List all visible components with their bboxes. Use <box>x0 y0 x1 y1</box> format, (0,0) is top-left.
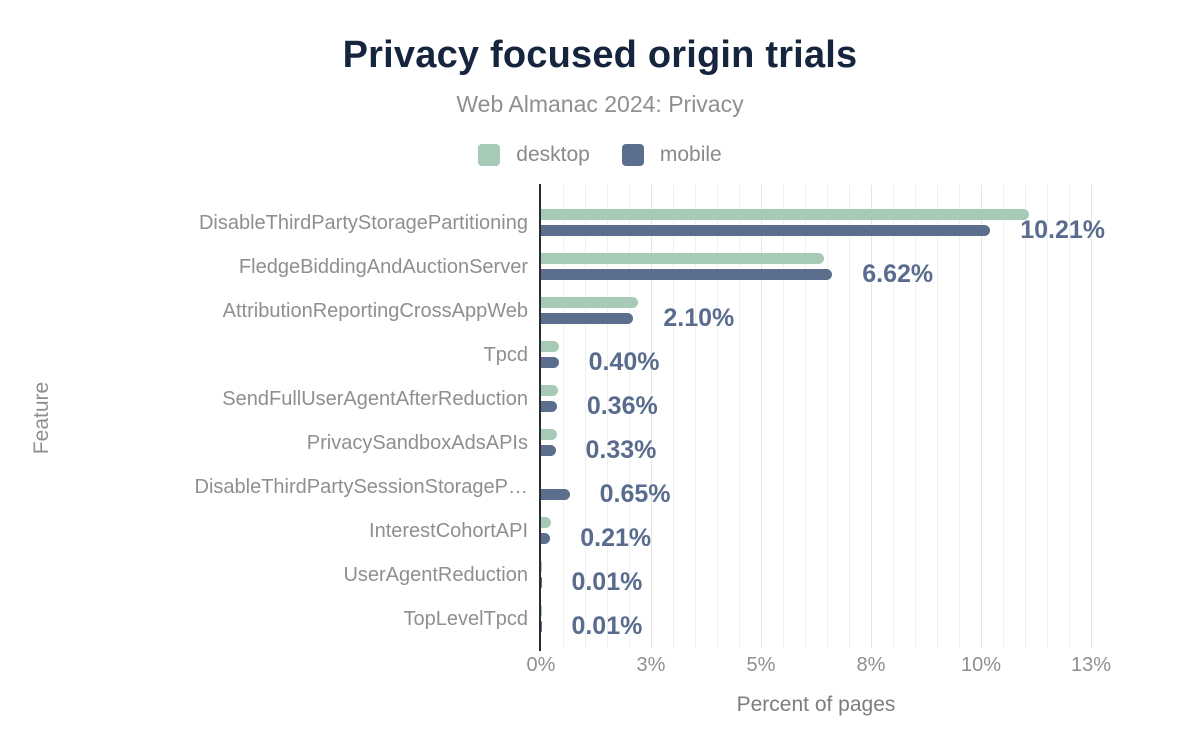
minor-gridline <box>1047 185 1048 648</box>
minor-gridline <box>827 185 828 648</box>
major-gridline <box>651 185 652 648</box>
minor-gridline <box>585 185 586 648</box>
minor-gridline <box>695 185 696 648</box>
bar-mobile <box>541 269 833 280</box>
value-label: 0.36% <box>586 392 658 420</box>
category-label: AttributionReportingCrossAppWeb <box>222 300 528 322</box>
desktop-swatch-icon <box>478 144 501 166</box>
legend-item-mobile: mobile <box>621 143 722 167</box>
value-label: 0.01% <box>571 612 643 640</box>
legend-label-mobile: mobile <box>659 143 722 166</box>
minor-gridline <box>1003 185 1004 648</box>
bar-desktop <box>541 253 825 264</box>
x-tick-label: 10% <box>960 654 1002 676</box>
chart-subtitle: Web Almanac 2024: Privacy <box>456 91 744 117</box>
minor-gridline <box>673 185 674 648</box>
x-tick-label: 3% <box>636 654 666 676</box>
value-label: 0.65% <box>599 480 671 508</box>
value-label: 10.21% <box>1020 216 1106 244</box>
minor-gridline <box>849 185 850 648</box>
bar-desktop <box>541 297 638 308</box>
major-gridline <box>1091 185 1092 648</box>
bar-desktop <box>541 429 558 440</box>
bar-mobile <box>541 357 559 368</box>
minor-gridline <box>717 185 718 648</box>
major-gridline <box>871 185 872 648</box>
y-axis-line <box>539 184 541 651</box>
bar-desktop <box>541 385 559 396</box>
value-label: 0.33% <box>585 436 657 464</box>
x-axis-title: Percent of pages <box>736 693 896 716</box>
minor-gridline <box>783 185 784 648</box>
bar-desktop <box>541 209 1030 220</box>
bar-mobile <box>541 533 551 544</box>
minor-gridline <box>629 185 630 648</box>
value-label: 2.10% <box>663 304 735 332</box>
y-axis-title: Feature <box>30 381 53 455</box>
bar-mobile <box>541 401 557 412</box>
value-label: 0.01% <box>571 568 643 596</box>
minor-gridline <box>563 185 564 648</box>
x-tick-label: 0% <box>526 654 556 676</box>
minor-gridline <box>607 185 608 648</box>
minor-gridline <box>805 185 806 648</box>
value-label: 0.21% <box>580 524 652 552</box>
bar-mobile <box>541 313 634 324</box>
category-label: PrivacySandboxAdsAPIs <box>306 432 528 454</box>
minor-gridline <box>915 185 916 648</box>
mobile-swatch-icon <box>621 144 644 166</box>
value-label: 6.62% <box>862 260 934 288</box>
category-label: DisableThirdPartySessionStorageP… <box>194 476 529 498</box>
bar-mobile <box>541 445 556 456</box>
minor-gridline <box>739 185 740 648</box>
category-label: InterestCohortAPI <box>369 520 528 542</box>
major-gridline <box>981 185 982 648</box>
x-tick-label: 8% <box>856 654 886 676</box>
category-label: DisableThirdPartyStoragePartitioning <box>198 212 528 234</box>
legend-item-desktop: desktop <box>478 143 590 167</box>
category-label: UserAgentReduction <box>343 564 528 586</box>
bar-desktop <box>541 517 552 528</box>
category-label: FledgeBiddingAndAuctionServer <box>238 256 528 278</box>
legend-label-desktop: desktop <box>516 143 590 166</box>
bar-mobile <box>541 225 991 236</box>
x-tick-label: 13% <box>1070 654 1112 676</box>
legend: desktop mobile <box>0 143 1200 167</box>
chart-title: Privacy focused origin trials <box>342 34 858 76</box>
minor-gridline <box>1025 185 1026 648</box>
x-tick-label: 5% <box>746 654 776 676</box>
bar-mobile <box>541 489 570 500</box>
major-gridline <box>761 185 762 648</box>
category-label: Tpcd <box>483 344 528 366</box>
bar-desktop <box>541 341 560 352</box>
category-label: TopLevelTpcd <box>403 608 528 630</box>
minor-gridline <box>1069 185 1070 648</box>
category-label: SendFullUserAgentAfterReduction <box>222 388 528 410</box>
value-label: 0.40% <box>588 348 660 376</box>
minor-gridline <box>893 185 894 648</box>
minor-gridline <box>937 185 938 648</box>
minor-gridline <box>959 185 960 648</box>
